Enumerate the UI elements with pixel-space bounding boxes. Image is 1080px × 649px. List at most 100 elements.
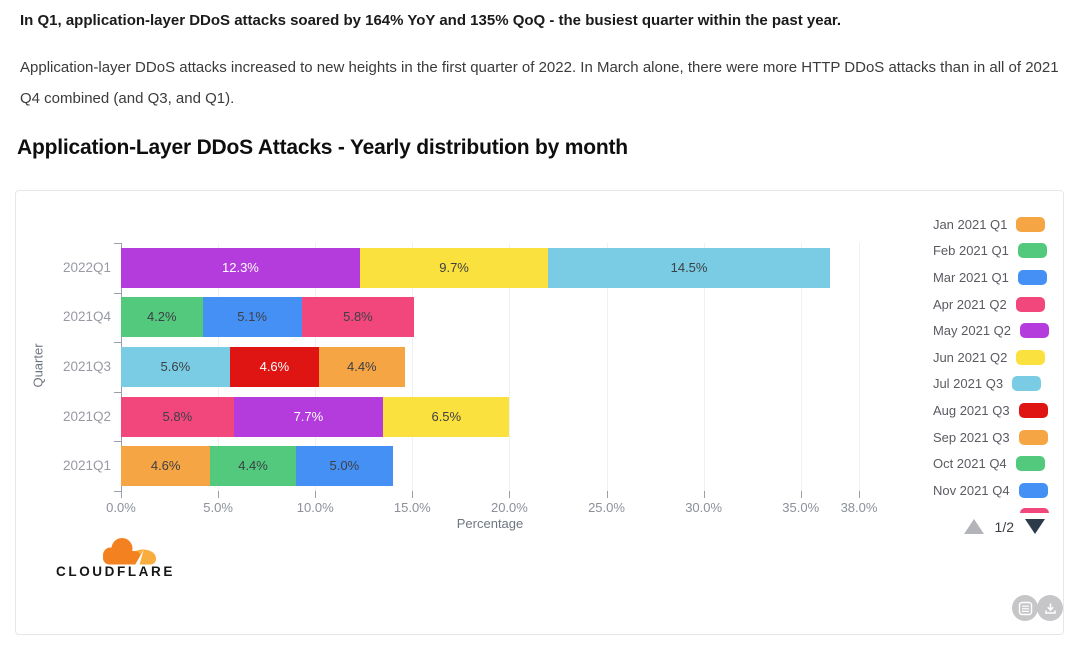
cloudflare-cloud-icon	[103, 538, 156, 565]
legend-swatch	[1018, 402, 1048, 418]
gridline	[606, 243, 608, 491]
chart-panel: Quarter Percentage 12.3% 9.7% 14.5% 2022Q1 4…	[15, 190, 1064, 635]
legend-item-2[interactable]: Mar 2021 Q1	[933, 264, 1049, 291]
x-axis-tick-label: 30.0%	[685, 500, 723, 515]
legend-swatch	[1018, 429, 1048, 445]
x-axis-tick-label: 15.0%	[393, 500, 431, 515]
y-axis-category-label: 2021Q1	[62, 458, 111, 474]
data-table-button[interactable]	[1012, 595, 1038, 621]
legend-swatch	[1016, 216, 1046, 232]
x-axis-tick-label: 5.0%	[203, 500, 233, 515]
y-axis-category-label: 2022Q1	[62, 259, 111, 275]
bar-segment-2021Q4-1[interactable]: 5.1%	[202, 297, 302, 338]
gridline	[509, 243, 511, 491]
y-axis-tick	[114, 391, 121, 393]
legend-swatch	[1015, 456, 1045, 472]
legend-swatch	[1020, 323, 1049, 339]
x-axis-tick	[606, 491, 608, 498]
x-axis-tick	[859, 491, 860, 498]
legend-item-label: Apr 2021 Q2	[932, 296, 1007, 312]
x-axis-tick	[412, 491, 414, 498]
legend-swatch	[1017, 269, 1047, 285]
legend-item-10[interactable]: Nov 2021 Q4	[933, 477, 1049, 504]
bar-segment-2021Q3-0[interactable]: 5.6%	[121, 347, 230, 387]
legend-overflow-swatch	[1020, 507, 1049, 513]
legend-item-label: Mar 2021 Q1	[932, 269, 1009, 285]
legend-item-8[interactable]: Sep 2021 Q3	[933, 424, 1049, 451]
bar-segment-2021Q3-2[interactable]: 4.4%	[319, 347, 405, 387]
x-axis-tick	[703, 491, 705, 498]
x-axis-title: Percentage	[456, 516, 524, 531]
legend-item-3[interactable]: Apr 2021 Q2	[933, 291, 1049, 318]
legend-item-9[interactable]: Oct 2021 Q4	[933, 450, 1049, 477]
bar-segment-2021Q1-1[interactable]: 4.4%	[210, 446, 296, 487]
legend-item-label: Jun 2021 Q2	[932, 349, 1008, 365]
gridline	[703, 243, 705, 491]
y-axis-category-label: 2021Q4	[62, 309, 111, 325]
data-table-icon	[1018, 601, 1032, 615]
bar-segment-2021Q2-1[interactable]: 7.7%	[233, 396, 384, 437]
legend-prev-arrow-icon[interactable]	[963, 519, 984, 535]
legend: Jan 2021 Q1 Feb 2021 Q1 Mar 2021 Q1 Apr 202…	[933, 211, 1049, 535]
legend-swatch	[1018, 482, 1048, 498]
legend-item-4[interactable]: May 2021 Q2	[933, 317, 1049, 344]
gridline	[800, 243, 802, 491]
legend-next-arrow-icon[interactable]	[1025, 519, 1045, 535]
body-paragraph: Application-layer DDoS attacks increased…	[20, 59, 1059, 107]
x-axis-tick-label: 35.0%	[782, 500, 820, 515]
x-axis-tick-label: 38.0%	[840, 500, 878, 515]
x-axis-tick	[509, 491, 511, 498]
bar-segment-2021Q2-0[interactable]: 5.8%	[121, 396, 234, 437]
legend-item-label: Sep 2021 Q3	[932, 429, 1010, 445]
bar-segment-2021Q1-0[interactable]: 4.6%	[121, 446, 211, 487]
bar-segment-2021Q1-2[interactable]: 5.0%	[295, 446, 393, 487]
bar-segment-2022Q1-1[interactable]: 9.7%	[359, 247, 549, 288]
legend-item-label: Nov 2021 Q4	[932, 482, 1010, 498]
legend-item-7[interactable]: Aug 2021 Q3	[933, 397, 1049, 424]
x-axis-tick-label: 0.0%	[106, 500, 136, 515]
gridline	[412, 243, 414, 491]
x-axis-tick-label: 20.0%	[490, 500, 528, 515]
y-axis-tick	[114, 342, 121, 344]
y-axis-tick	[114, 243, 121, 244]
bar-segment-2022Q1-2[interactable]: 14.5%	[548, 247, 830, 288]
x-axis-tick-label: 25.0%	[588, 500, 625, 515]
x-axis-tick-label: 10.0%	[296, 500, 334, 515]
x-axis-tick	[800, 491, 802, 498]
x-axis-tick	[121, 491, 122, 498]
legend-swatch	[1017, 243, 1047, 259]
y-axis-tick	[114, 491, 121, 492]
headline: In Q1, application-layer DDoS attacks so…	[20, 12, 842, 29]
legend-pager: 1/2	[963, 518, 1045, 535]
legend-item-0[interactable]: Jan 2021 Q1	[933, 211, 1049, 238]
legend-item-6[interactable]: Jul 2021 Q3	[933, 371, 1049, 398]
legend-swatch	[1012, 376, 1042, 392]
y-axis-category-label: 2021Q2	[62, 408, 111, 424]
legend-swatch	[1015, 296, 1045, 312]
bar-segment-2021Q3-1[interactable]: 4.6%	[229, 347, 320, 387]
bar-segment-2021Q2-2[interactable]: 6.5%	[383, 396, 510, 437]
legend-item-label: Jul 2021 Q3	[932, 376, 1004, 392]
legend-page-indicator: 1/2	[994, 518, 1014, 535]
y-axis-tick	[114, 292, 121, 294]
legend-item-label: Oct 2021 Q4	[932, 456, 1007, 472]
y-axis-category-label: 2021Q3	[62, 359, 111, 374]
download-chart-button[interactable]	[1037, 595, 1063, 621]
cloudflare-wordmark: CLOUDFLARE	[56, 564, 175, 579]
bar-segment-2021Q4-0[interactable]: 4.2%	[121, 297, 203, 338]
legend-item-1[interactable]: Feb 2021 Q1	[933, 238, 1049, 265]
legend-item-label: Aug 2021 Q3	[932, 402, 1010, 418]
chart-title: Application-Layer DDoS Attacks - Yearly …	[17, 136, 628, 159]
gridline	[859, 243, 860, 491]
bar-segment-2021Q4-2[interactable]: 5.8%	[301, 297, 415, 338]
x-axis-tick	[218, 491, 220, 498]
legend-item-5[interactable]: Jun 2021 Q2	[933, 344, 1049, 371]
legend-item-label: Jan 2021 Q1	[932, 216, 1008, 232]
x-axis-tick	[315, 491, 317, 498]
bar-segment-2022Q1-0[interactable]: 12.3%	[121, 247, 360, 288]
download-icon	[1044, 603, 1056, 614]
legend-item-label: May 2021 Q2	[932, 323, 1011, 339]
legend-swatch	[1016, 349, 1046, 365]
y-axis-tick	[114, 441, 121, 443]
legend-item-label: Feb 2021 Q1	[932, 243, 1009, 259]
